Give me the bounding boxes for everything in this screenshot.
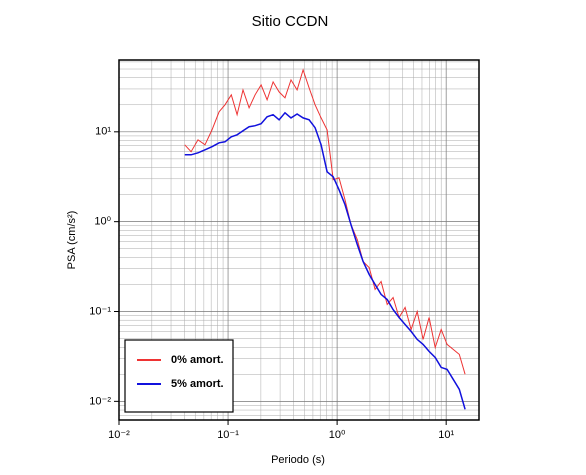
y-tick-label: 10¹ <box>95 126 111 138</box>
series-line <box>184 68 466 375</box>
legend-box <box>124 339 234 413</box>
plot-frame <box>118 59 480 421</box>
series-line <box>184 111 466 410</box>
legend: 0% amort. 5% amort. <box>124 339 234 413</box>
y-axis-label: PSA (cm/s²) <box>66 211 78 270</box>
chart-title: Sitio CCDN <box>252 13 329 30</box>
x-axis-label: Periodo (s) <box>271 454 325 466</box>
x-tick-label: 10⁰ <box>329 429 346 441</box>
x-tick-label: 10⁻² <box>108 429 130 441</box>
y-tick-label: 10⁰ <box>94 216 111 228</box>
y-tick-label: 10⁻¹ <box>89 305 111 317</box>
x-tick-label: 10¹ <box>438 429 454 441</box>
legend-label: 0% amort. <box>171 354 224 366</box>
x-tick-label: 10⁻¹ <box>217 429 239 441</box>
y-tick-label: 10⁻² <box>89 395 111 407</box>
legend-label: 5% amort. <box>171 378 224 390</box>
